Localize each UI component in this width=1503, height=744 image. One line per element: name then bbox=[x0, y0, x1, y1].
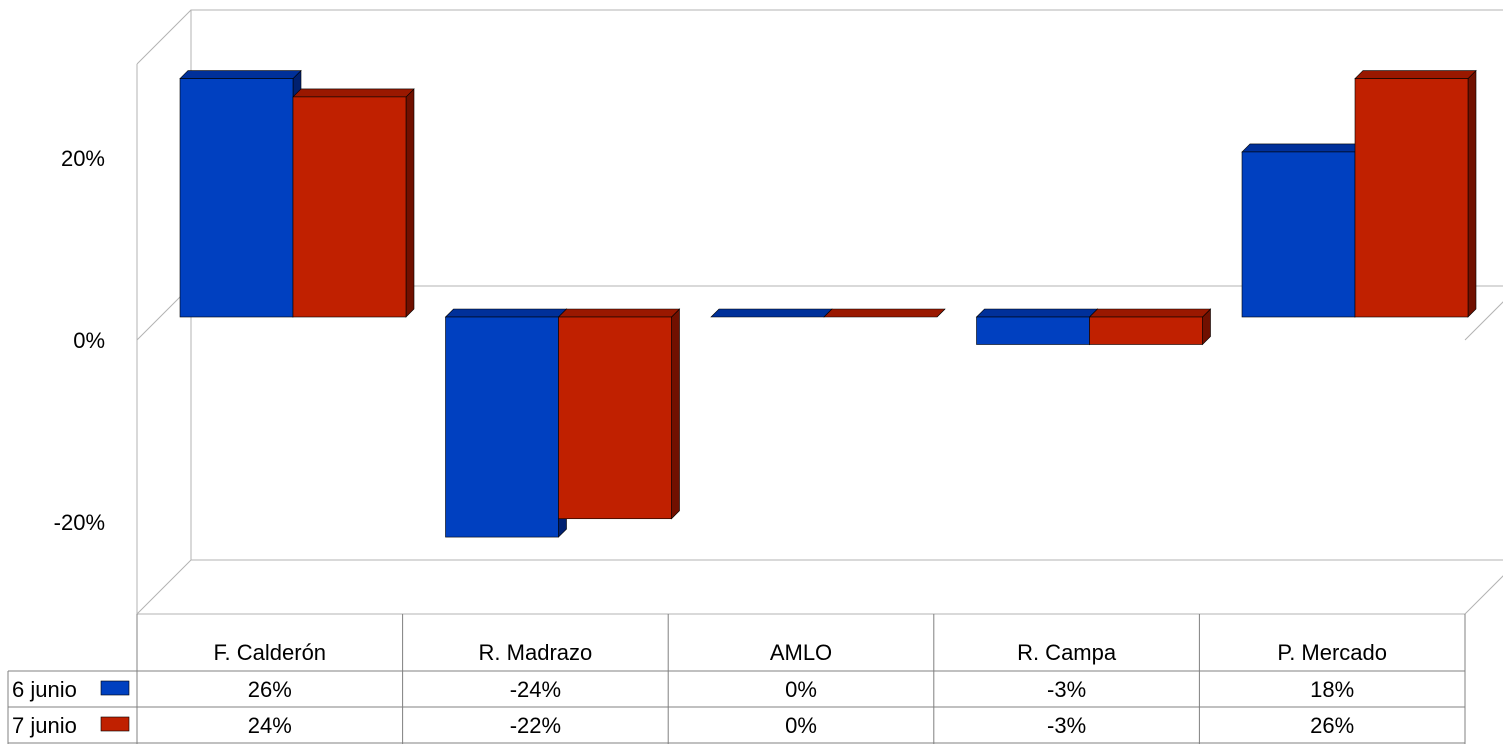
data-label: -22% bbox=[510, 713, 561, 738]
data-label: -24% bbox=[510, 677, 561, 702]
y-tick-label: 0% bbox=[73, 328, 105, 353]
gridline-zero bbox=[136, 285, 1503, 341]
y-tick-label: 20% bbox=[61, 146, 105, 171]
bar-7-junio-r-madrazo bbox=[557, 308, 681, 520]
data-label: 18% bbox=[1310, 677, 1354, 702]
side-wall-top-edge bbox=[136, 9, 192, 65]
bar-6-junio-f-calderon bbox=[179, 69, 302, 318]
bar-group bbox=[179, 69, 1477, 538]
bar-7-junio-amlo bbox=[823, 308, 946, 318]
data-label: 0% bbox=[785, 677, 817, 702]
bar-6-junio-r-campa bbox=[975, 308, 1099, 346]
category-label: R. Campa bbox=[1017, 640, 1117, 665]
category-label: R. Madrazo bbox=[479, 640, 593, 665]
bar-6-junio-p-mercado bbox=[1241, 143, 1364, 318]
data-label: -3% bbox=[1047, 677, 1086, 702]
category-label: AMLO bbox=[770, 640, 832, 665]
data-label: 26% bbox=[248, 677, 292, 702]
category-label: P. Mercado bbox=[1277, 640, 1387, 665]
bar-7-junio-p-mercado bbox=[1354, 69, 1477, 318]
y-axis-ticks: 20% 0% -20% bbox=[54, 146, 105, 535]
legend-swatch bbox=[100, 680, 130, 696]
bar-6-junio-r-madrazo bbox=[444, 308, 568, 538]
category-label: F. Calderón bbox=[214, 640, 327, 665]
data-label: -3% bbox=[1047, 713, 1086, 738]
data-label: 24% bbox=[248, 713, 292, 738]
legend-swatch bbox=[100, 716, 130, 732]
y-tick-label: -20% bbox=[54, 510, 105, 535]
data-table: F. Calderón R. Madrazo AMLO R. Campa P. Merc… bbox=[7, 614, 1466, 744]
floor bbox=[136, 559, 1503, 615]
bar-7-junio-f-calderon bbox=[292, 88, 415, 318]
data-label: 26% bbox=[1310, 713, 1354, 738]
data-label: 0% bbox=[785, 713, 817, 738]
legend-label: 7 junio bbox=[12, 713, 77, 738]
legend-label: 6 junio bbox=[12, 677, 77, 702]
bar-7-junio-r-campa bbox=[1088, 308, 1212, 346]
bar-6-junio-amlo bbox=[710, 308, 833, 318]
